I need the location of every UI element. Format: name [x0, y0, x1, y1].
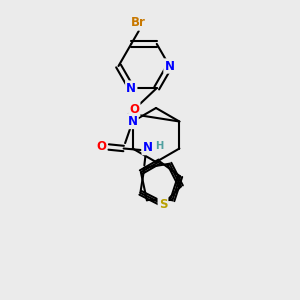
Text: N: N [126, 82, 136, 94]
Text: O: O [96, 140, 106, 154]
Text: Br: Br [131, 16, 146, 29]
Text: O: O [129, 103, 139, 116]
Text: S: S [159, 198, 167, 211]
Text: N: N [142, 141, 153, 154]
Text: N: N [128, 115, 138, 128]
Text: N: N [164, 59, 175, 73]
Text: H: H [155, 141, 164, 152]
